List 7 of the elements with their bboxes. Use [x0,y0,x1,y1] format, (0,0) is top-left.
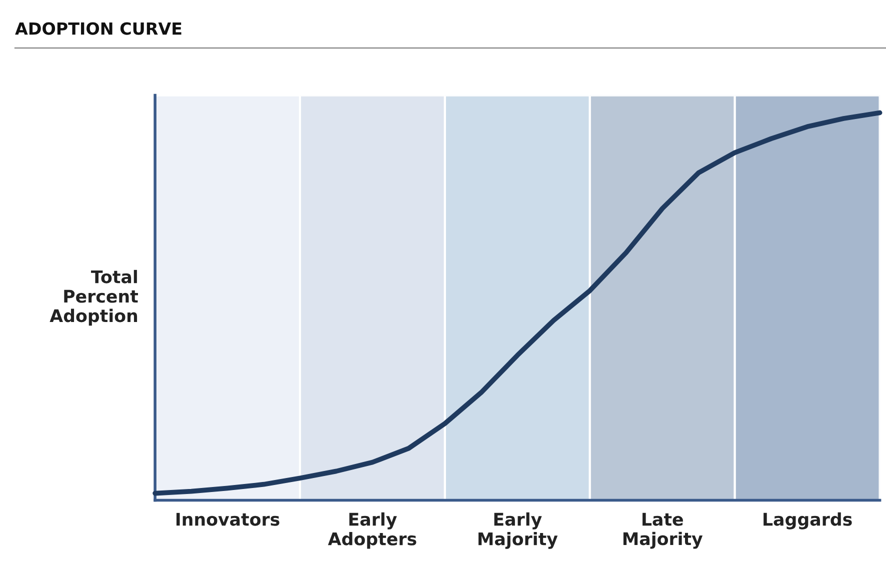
text: Innovators [176,512,280,526]
y-axis-title: Total Percent Adoption [50,270,138,326]
text: Laggards [764,512,852,530]
text: Early Adopters [328,512,416,549]
text: Late Majority [623,512,703,549]
chart-title: ADOPTION CURVE [15,22,182,35]
text: Early Majority [478,512,558,549]
